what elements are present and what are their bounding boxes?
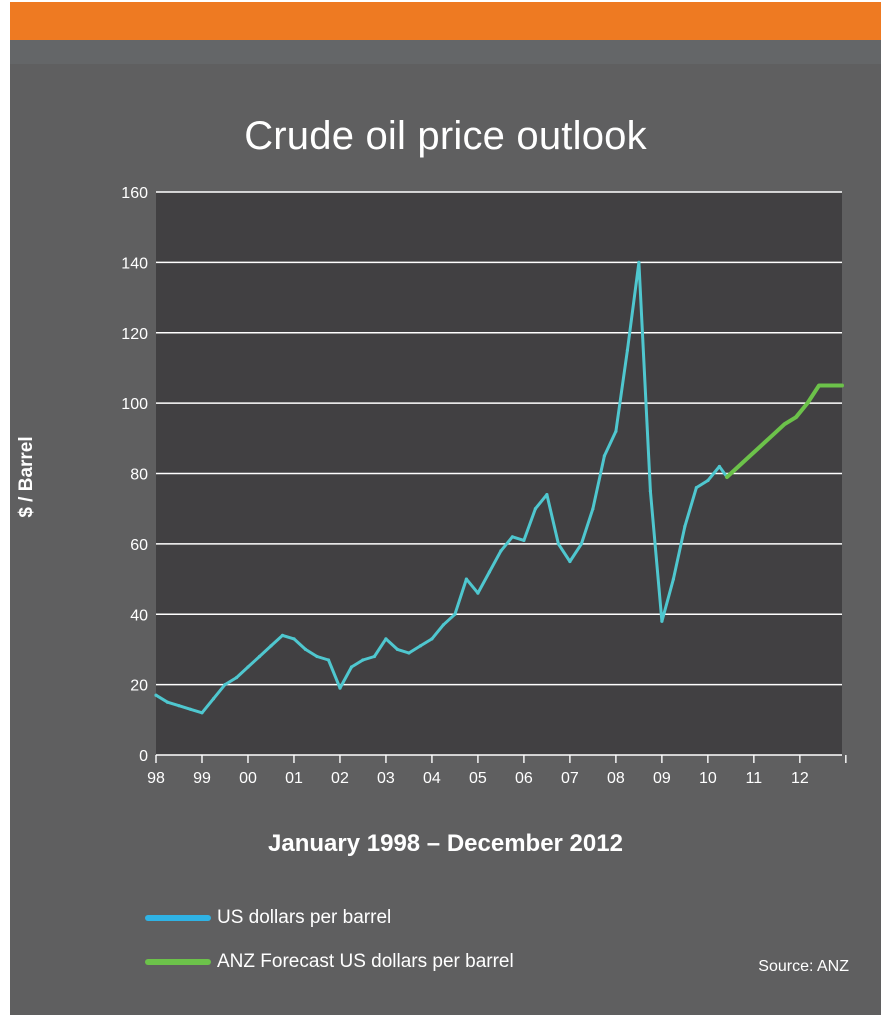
- x-tick-label: 99: [193, 770, 211, 787]
- line-chart: 0 20 40 60 80 100 120 140 160 98 99 00 01 02 03 04 05 06 0…: [121, 185, 847, 787]
- legend-swatch-history: [145, 915, 211, 921]
- data-point-history: [292, 637, 296, 641]
- data-point-history: [660, 619, 664, 623]
- data-point-history: [315, 654, 319, 659]
- data-point-history: [177, 704, 181, 708]
- x-tick-label: 11: [746, 770, 763, 787]
- y-tick-label: 80: [130, 467, 148, 484]
- legend-item-history: US dollars per barrel: [145, 906, 391, 930]
- data-point-history: [246, 665, 250, 669]
- data-point-history: [280, 633, 285, 638]
- data-point-history: [591, 507, 595, 511]
- data-point-history: [637, 260, 641, 264]
- x-tick-label: 06: [515, 770, 533, 787]
- data-point-history: [361, 658, 365, 662]
- data-point-history: [533, 507, 538, 511]
- data-point-history: [430, 637, 434, 641]
- data-point-history: [476, 591, 480, 595]
- data-point-forecast: [782, 422, 787, 426]
- data-point-history: [395, 647, 399, 652]
- x-tick-label: 09: [653, 770, 671, 787]
- y-tick-label: 160: [121, 185, 148, 202]
- data-point-history: [487, 570, 491, 574]
- data-point-history: [522, 538, 526, 543]
- orange-header-bar: [10, 2, 881, 40]
- x-tick-label: 98: [147, 770, 165, 787]
- data-point-forecast: [817, 383, 821, 388]
- data-point-history: [338, 686, 342, 690]
- data-point-history: [579, 542, 584, 546]
- y-tick-label: 40: [130, 607, 148, 624]
- legend-item-forecast: ANZ Forecast US dollars per barrel: [145, 950, 514, 974]
- y-tick-label: 20: [130, 678, 148, 695]
- data-point-forecast: [805, 401, 810, 405]
- series-line-forecast: [725, 383, 844, 479]
- data-point-history: [545, 493, 549, 497]
- data-point-history: [326, 658, 331, 662]
- y-tick-label: 140: [121, 255, 148, 272]
- x-tick-label: 01: [285, 770, 303, 787]
- data-point-history: [499, 549, 503, 553]
- data-point-history: [602, 454, 607, 458]
- x-tick-label: 12: [791, 770, 809, 787]
- data-point-history: [154, 693, 158, 697]
- x-tick-label: 10: [699, 770, 717, 787]
- data-point-history: [407, 651, 411, 655]
- data-point-history: [211, 697, 216, 701]
- data-point-history: [188, 707, 193, 711]
- y-tick-label: 60: [130, 537, 148, 554]
- data-point-history: [683, 524, 687, 528]
- data-point-history: [717, 464, 722, 469]
- y-tick-label: 100: [121, 396, 148, 413]
- data-point-forecast: [840, 383, 844, 388]
- data-point-history: [223, 683, 227, 687]
- data-point-history: [648, 489, 653, 493]
- x-axis-label: January 1998 – December 2012: [268, 830, 623, 857]
- data-point-history: [453, 612, 457, 616]
- legend-swatch-forecast: [145, 959, 211, 965]
- data-point-history: [625, 348, 630, 352]
- data-point-history: [671, 577, 676, 581]
- data-point-forecast: [771, 433, 775, 437]
- legend-label-history: US dollars per barrel: [217, 907, 392, 928]
- data-point-history: [464, 577, 468, 581]
- data-point-history: [614, 429, 618, 433]
- data-point-history: [384, 637, 388, 641]
- header-stripe: [10, 40, 881, 64]
- data-point-history: [568, 559, 572, 564]
- chart-panel: Crude oil price outlook $ / Barrel Janua…: [10, 2, 881, 1015]
- data-point-history: [706, 478, 710, 483]
- data-point-history: [257, 654, 262, 659]
- data-point-history: [349, 665, 354, 669]
- data-point-history: [269, 644, 273, 648]
- data-point-history: [165, 700, 170, 704]
- x-tick-label: 07: [561, 770, 579, 787]
- legend-label-forecast: ANZ Forecast US dollars per barrel: [217, 951, 514, 972]
- y-tick-label: 0: [139, 748, 148, 765]
- x-tick-label: 03: [377, 770, 395, 787]
- x-tick-label: 08: [607, 770, 625, 787]
- chart-title: Crude oil price outlook: [244, 114, 647, 158]
- data-point-history: [694, 486, 699, 490]
- x-tick-label: 02: [331, 770, 349, 787]
- data-point-forecast: [725, 475, 729, 479]
- data-point-history: [510, 535, 514, 539]
- data-point-forecast: [794, 415, 798, 419]
- y-tick-label: 120: [121, 326, 148, 343]
- source-note: Source: ANZ: [758, 958, 849, 975]
- data-point-history: [234, 676, 239, 680]
- data-point-history: [418, 644, 422, 648]
- data-point-forecast: [748, 454, 752, 458]
- data-point-history: [372, 654, 376, 659]
- data-point-history: [556, 542, 561, 546]
- data-point-history: [200, 711, 204, 715]
- x-tick-label: 05: [469, 770, 487, 787]
- x-tick-label: 00: [239, 770, 257, 787]
- data-point-history: [441, 623, 445, 627]
- x-tick-label: 04: [423, 770, 441, 787]
- data-point-history: [303, 647, 308, 652]
